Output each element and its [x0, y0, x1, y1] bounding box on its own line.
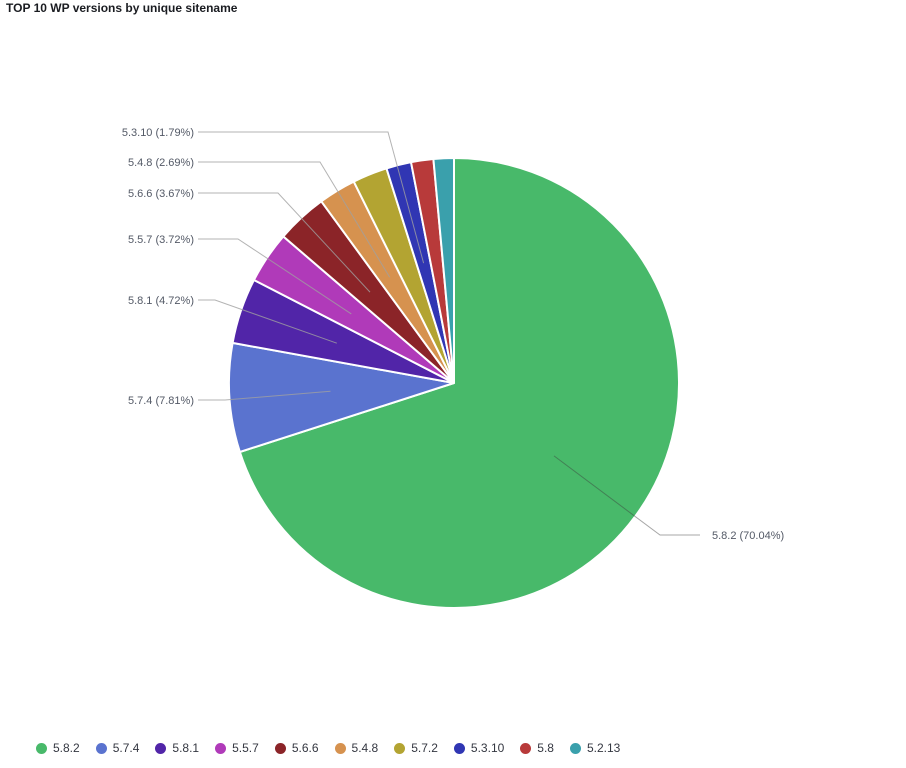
legend-label: 5.5.7: [232, 741, 259, 755]
legend-color-dot: [334, 742, 346, 754]
callout-line-5-4-8: [198, 161, 391, 278]
slice-label-5-8-1: 5.8.1 (4.72%): [128, 295, 194, 307]
legend-color-dot: [453, 742, 465, 754]
legend-label: 5.8.1: [172, 741, 200, 755]
legend-color-dot: [394, 742, 406, 754]
slice-label-5-6-6: 5.6.6 (3.67%): [128, 188, 194, 200]
callout-line-5-8-2: [553, 455, 700, 536]
legend-label: 5.7.2: [411, 741, 438, 755]
legend-label: 5.2.13: [586, 741, 621, 755]
legend-label: 5.4.8: [351, 741, 379, 755]
slice-label-5-3-10: 5.3.10 (1.79%): [122, 127, 194, 139]
chart-title: TOP 10 WP versions by unique sitename: [6, 1, 238, 15]
chart-legend: 5.8.2 5.7.4 5.8.1 5.5.7 5.6.6 5.4.8 5.7.2 5.3.1…: [36, 741, 636, 755]
legend-label: 5.7.4: [112, 741, 140, 755]
slice-label-5-4-8: 5.4.8 (2.69%): [128, 157, 194, 169]
legend-label: 5.6.6: [291, 741, 319, 755]
pie-slice-5-7-4[interactable]: [228, 341, 455, 454]
legend-item-5-3-10[interactable]: 5.3.10: [453, 741, 505, 755]
legend-color-dot: [36, 742, 47, 754]
legend-label: 5.8.2: [53, 741, 80, 755]
legend-item-5-7-4[interactable]: 5.7.4: [95, 741, 140, 755]
callout-line-5-6-6: [198, 192, 371, 293]
legend-color-dot: [520, 742, 532, 754]
legend-item-5-6-6[interactable]: 5.6.6: [274, 741, 319, 755]
legend-item-5-2-13[interactable]: 5.2.13: [569, 741, 621, 755]
slice-label-5-7-4: 5.7.4 (7.81%): [128, 395, 194, 407]
callout-line-5-8-1: [198, 299, 337, 344]
callout-line-5-7-4: [198, 390, 331, 401]
pie-slice-5-8-2[interactable]: [238, 156, 680, 609]
legend-color-dot: [155, 742, 167, 754]
legend-color-dot: [274, 742, 286, 754]
pie-chart: 5.8.2 (70.04%) 5.7.4 (7.81%) 5.8.1 (4.72%)…: [122, 127, 784, 609]
legend-label: 5.8: [537, 741, 554, 755]
slice-label-5-8-2: 5.8.2 (70.04%): [712, 530, 784, 542]
legend-label: 5.3.10: [470, 741, 505, 755]
legend-item-5-7-2[interactable]: 5.7.2: [394, 741, 438, 755]
legend-item-5-8-1[interactable]: 5.8.1: [155, 741, 199, 755]
callout-line-5-3-10: [198, 131, 425, 264]
legend-item-5-8-2[interactable]: 5.8.2: [36, 741, 80, 755]
pie-slice-5-2-13[interactable]: [432, 156, 455, 384]
legend-color-dot: [569, 742, 581, 754]
legend-item-5-8[interactable]: 5.8: [520, 741, 554, 755]
legend-color-dot: [95, 742, 107, 754]
callout-line-5-5-7: [198, 238, 352, 315]
legend-color-dot: [215, 742, 227, 754]
slice-label-5-5-7: 5.5.7 (3.72%): [128, 234, 194, 246]
legend-item-5-5-7[interactable]: 5.5.7: [215, 741, 259, 755]
legend-item-5-4-8[interactable]: 5.4.8: [334, 741, 379, 755]
